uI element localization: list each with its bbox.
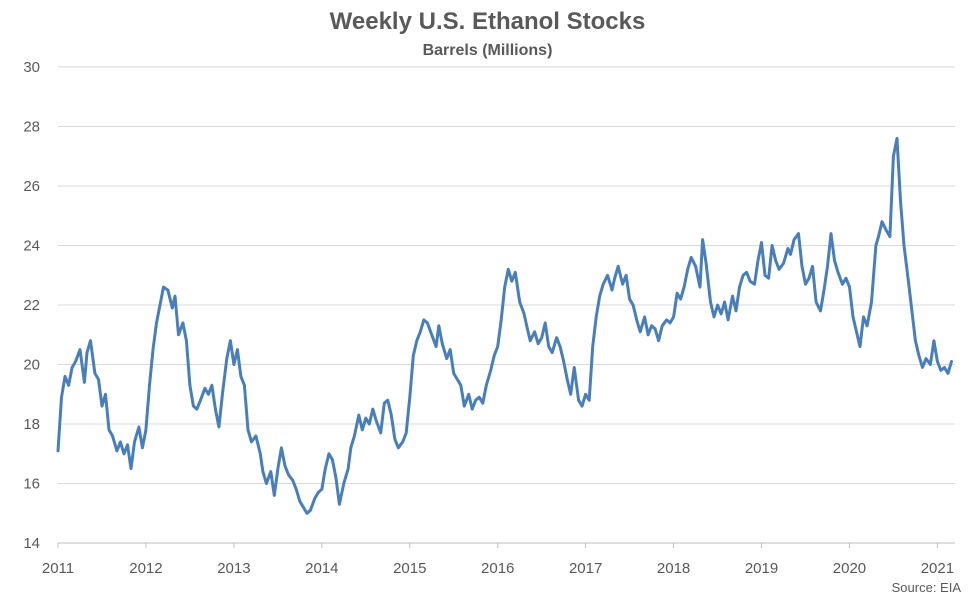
y-tick-label: 14 bbox=[23, 535, 40, 552]
y-tick-label: 24 bbox=[23, 238, 40, 255]
chart-subtitle: Barrels (Millions) bbox=[422, 42, 553, 59]
y-tick-label: 22 bbox=[23, 297, 40, 314]
y-tick-label: 16 bbox=[23, 476, 40, 493]
x-tick-label: 2013 bbox=[217, 560, 250, 577]
series-line bbox=[56, 136, 953, 515]
x-tick-label: 2018 bbox=[657, 560, 690, 577]
y-tick-label: 26 bbox=[23, 178, 40, 195]
gridlines bbox=[58, 66, 955, 484]
x-tick-label: 2011 bbox=[42, 560, 74, 577]
series-group bbox=[56, 136, 953, 515]
x-tick-label: 2015 bbox=[393, 560, 426, 577]
x-tick-label: 2019 bbox=[745, 560, 778, 577]
x-tick-label: 2021 bbox=[921, 560, 954, 577]
x-tick-label: 2014 bbox=[305, 560, 338, 577]
x-tick-label: 2016 bbox=[481, 560, 514, 577]
chart-title: Weekly U.S. Ethanol Stocks bbox=[329, 8, 646, 35]
y-tick-label: 28 bbox=[23, 119, 40, 136]
y-axis-tick-labels: 14 16 18 20 22 24 26 28 30 bbox=[23, 59, 40, 552]
y-tick-label: 20 bbox=[23, 357, 40, 374]
x-axis bbox=[57, 542, 955, 548]
y-tick-label: 18 bbox=[23, 416, 40, 433]
y-tick-label: 30 bbox=[23, 59, 40, 76]
x-tick-label: 2012 bbox=[129, 560, 162, 577]
source-note: Source: EIA bbox=[891, 580, 961, 595]
x-tick-label: 2020 bbox=[833, 560, 866, 577]
x-axis-tick-labels: 2011 2012 2013 2014 2015 2016 2017 2018 2019 2020… bbox=[42, 560, 954, 577]
x-tick-label: 2017 bbox=[569, 560, 602, 577]
